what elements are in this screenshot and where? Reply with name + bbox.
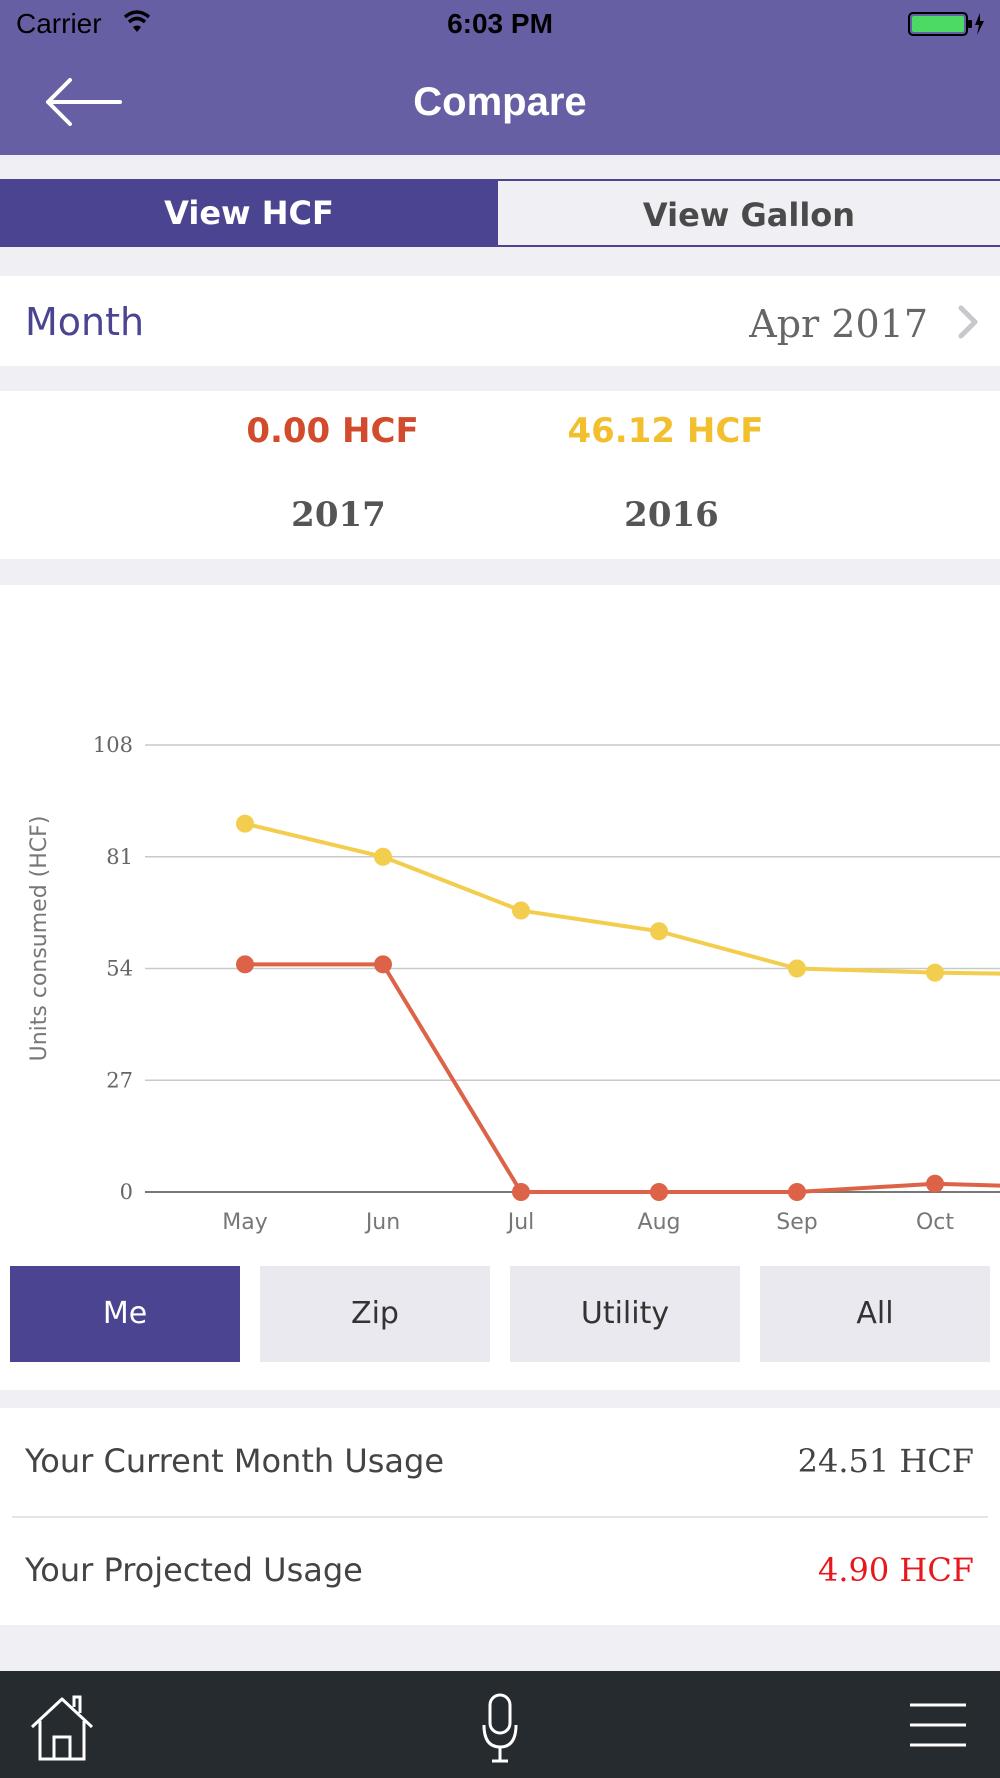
y-axis-label: Units consumed (HCF) (27, 816, 52, 1062)
y-tick-label: 81 (106, 845, 133, 869)
previous-year-value: 46.12 HCF (567, 411, 764, 451)
data-point-series-1 (788, 959, 806, 978)
month-value: Apr 2017 (749, 302, 928, 346)
navigation-bar: Compare (0, 50, 1000, 155)
clock: 6:03 PM (447, 8, 553, 39)
x-tick-label: Jun (364, 1210, 400, 1235)
tab-view-gallon[interactable]: View Gallon (498, 179, 1000, 247)
projected-usage-value: 4.90 HCF (817, 1551, 974, 1589)
filter-all-button[interactable]: All (760, 1266, 990, 1362)
tab-view-hcf[interactable]: View HCF (0, 179, 498, 247)
current-year-value: 0.00 HCF (246, 411, 419, 451)
filter-zip-button[interactable]: Zip (260, 1266, 490, 1362)
filter-me-button[interactable]: Me (10, 1266, 240, 1362)
y-tick-label: 0 (120, 1180, 133, 1204)
current-year-label: 2017 (291, 495, 386, 535)
current-usage-row: Your Current Month Usage 24.51 HCF (0, 1408, 1000, 1516)
back-arrow-icon[interactable] (44, 76, 124, 128)
filter-utility-button[interactable]: Utility (510, 1266, 740, 1362)
x-tick-label: Aug (638, 1210, 681, 1235)
data-point-series-1 (236, 814, 254, 833)
chart-card: 0 27 54 81 108 Units consumed (HCF) May Jun Jul A… (0, 585, 1000, 1390)
data-point-series-2 (926, 1174, 944, 1193)
menu-icon[interactable] (908, 1701, 968, 1757)
data-point-series-2 (788, 1183, 806, 1201)
usage-line-chart: 0 27 54 81 108 Units consumed (HCF) May Jun Jul A… (27, 733, 1000, 1235)
bottom-tab-bar (0, 1671, 1000, 1778)
data-point-series-2 (512, 1183, 530, 1201)
year-summary: 0.00 HCF 46.12 HCF 2017 2016 (0, 391, 1000, 559)
data-point-series-1 (374, 847, 392, 866)
status-bar: Carrier 6:03 PM (0, 0, 1000, 50)
x-tick-label: Oct (916, 1210, 954, 1235)
data-point-series-2 (236, 955, 254, 974)
data-point-series-1 (926, 963, 944, 982)
x-tick-label: May (222, 1210, 267, 1235)
y-tick-label: 54 (106, 957, 133, 981)
data-point-series-1 (512, 901, 530, 920)
y-tick-label: 108 (93, 733, 133, 757)
home-icon[interactable] (28, 1693, 96, 1763)
month-selector[interactable]: Month Apr 2017 (0, 276, 1000, 366)
series-line-2 (245, 962, 1000, 1194)
carrier-label: Carrier (16, 8, 102, 39)
compare-filter-segment: Me Zip Utility All (0, 1266, 1000, 1362)
data-point-series-2 (374, 955, 392, 974)
x-tick-label: Sep (776, 1210, 817, 1235)
usage-summary: Your Current Month Usage 24.51 HCF Your … (0, 1408, 1000, 1625)
page-title: Compare (413, 80, 587, 124)
battery-icon (908, 11, 988, 41)
month-label: Month (25, 300, 145, 344)
projected-usage-row: Your Projected Usage 4.90 HCF (0, 1517, 1000, 1625)
data-point-series-1 (650, 922, 668, 941)
microphone-icon[interactable] (480, 1693, 520, 1763)
previous-year-label: 2016 (624, 495, 719, 535)
x-tick-label: Jul (506, 1210, 535, 1235)
divider (12, 1516, 988, 1518)
unit-tabs: View HCF View Gallon (0, 179, 1000, 247)
data-point-series-2 (650, 1183, 668, 1201)
current-usage-value: 24.51 HCF (797, 1442, 974, 1480)
wifi-icon (122, 10, 152, 38)
series-line-1 (244, 821, 1000, 976)
y-tick-label: 27 (106, 1068, 133, 1092)
projected-usage-label: Your Projected Usage (25, 1551, 363, 1589)
chevron-right-icon (956, 304, 982, 344)
current-usage-label: Your Current Month Usage (25, 1442, 445, 1480)
